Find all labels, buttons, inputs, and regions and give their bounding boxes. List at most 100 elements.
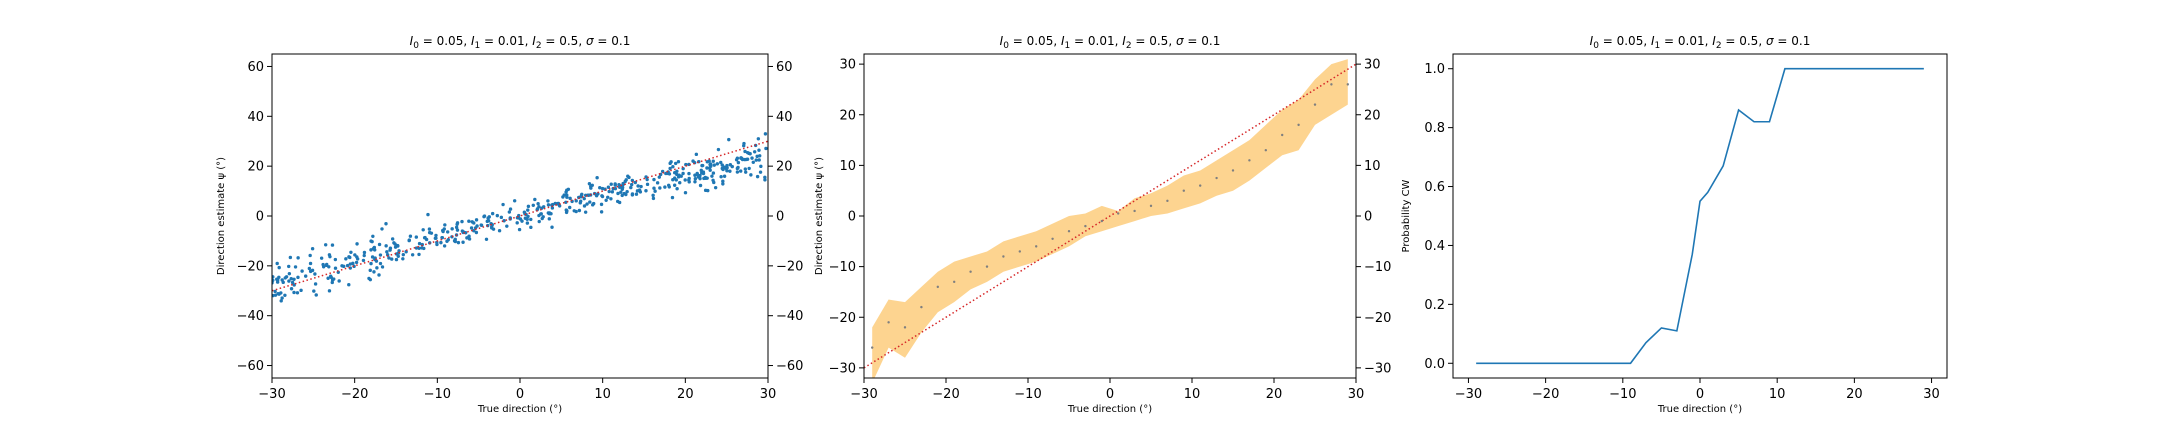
scatter-point — [663, 185, 667, 189]
scatter-point — [401, 252, 406, 257]
scatter-point — [617, 200, 622, 205]
scatter-point — [675, 187, 679, 191]
scatter-point — [348, 262, 353, 266]
scatter-point — [652, 177, 656, 182]
scatter-point — [735, 170, 740, 174]
scatter-point — [645, 182, 650, 187]
x-tick-label: 20 — [1266, 387, 1283, 402]
mean-point — [1182, 189, 1186, 192]
scatter-point — [272, 293, 275, 298]
y-tick-label: 40 — [247, 110, 264, 125]
scatter-point — [526, 208, 530, 212]
scatter-point — [308, 253, 312, 258]
scatter-point — [369, 239, 373, 243]
scatter-point — [687, 171, 691, 176]
x-tick-label: −10 — [1609, 387, 1636, 402]
scatter-point — [401, 257, 405, 261]
scatter-point — [638, 190, 643, 194]
y-tick-label: 0.8 — [1424, 121, 1445, 136]
scatter-point — [369, 261, 373, 266]
scatter-point — [332, 277, 336, 281]
y-axis-label: Direction estimate ψ (°) — [814, 157, 825, 275]
scatter-point — [330, 243, 335, 247]
scatter-point — [330, 280, 334, 285]
scatter-point — [292, 277, 296, 281]
scatter-point — [354, 260, 359, 265]
scatter-point — [292, 283, 296, 287]
scatter-point — [744, 170, 748, 174]
scatter-point — [759, 164, 763, 169]
right-y-tick-label: 20 — [776, 160, 793, 175]
scatter-point — [426, 212, 430, 217]
scatter-point — [439, 240, 443, 245]
x-tick-label: −10 — [1014, 387, 1041, 402]
scatter-point — [434, 236, 438, 240]
x-tick-label: 0 — [516, 387, 524, 402]
scatter-point — [750, 156, 754, 160]
plot-probability: I0 = 0.05, I1 = 0.01, I2 = 0.5, σ = 0.1 −… — [1401, 34, 1948, 415]
scatter-point — [349, 250, 353, 255]
scatter-point — [337, 279, 341, 283]
mean-point — [1248, 159, 1251, 162]
scatter-point — [474, 230, 479, 235]
scatter-point — [701, 163, 705, 168]
scatter-point — [600, 186, 605, 191]
scatter-point — [445, 230, 450, 234]
scatter-point — [754, 158, 758, 162]
scatter-points — [272, 132, 768, 303]
scatter-point — [587, 193, 591, 197]
scatter-point — [280, 296, 284, 300]
scatter-point — [705, 166, 709, 170]
scatter-point — [292, 290, 296, 295]
scatter-point — [713, 185, 718, 190]
scatter-point — [384, 222, 388, 226]
scatter-point — [620, 193, 624, 198]
scatter-point — [681, 171, 685, 176]
scatter-point — [675, 169, 679, 174]
scatter-point — [347, 282, 351, 287]
scatter-point — [764, 146, 768, 151]
right-y-tick-label: 0 — [776, 210, 784, 225]
scatter-point — [440, 235, 445, 240]
scatter-point — [452, 239, 457, 243]
scatter-point — [380, 265, 385, 269]
scatter-point — [377, 273, 381, 277]
scatter-point — [273, 289, 277, 294]
scatter-point — [327, 289, 332, 293]
scatter-point — [683, 191, 688, 195]
y-tick-label: −10 — [829, 260, 856, 275]
scatter-point — [450, 227, 454, 231]
scatter-point — [708, 168, 712, 172]
x-tick-label: 0 — [1696, 387, 1704, 402]
scatter-point — [380, 227, 384, 231]
chart-title: I0 = 0.05, I1 = 0.01, I2 = 0.5, σ = 0.1 — [410, 34, 631, 51]
mean-point — [936, 285, 939, 289]
scatter-point — [526, 204, 531, 209]
right-y-tick-label: 20 — [1364, 108, 1381, 123]
scatter-point — [677, 173, 681, 177]
scatter-point — [583, 210, 588, 214]
mean-point — [1018, 250, 1021, 253]
scatter-point — [326, 276, 330, 280]
scatter-point — [645, 177, 649, 182]
scatter-point — [446, 238, 450, 242]
chart-title: I0 = 0.05, I1 = 0.01, I2 = 0.5, σ = 0.1 — [1590, 34, 1811, 51]
scatter-point — [725, 166, 729, 170]
right-y-tick-label: −40 — [776, 309, 803, 324]
scatter-point — [668, 166, 672, 171]
scatter-point — [517, 227, 522, 232]
scatter-point — [743, 157, 747, 162]
scatter-point — [441, 229, 445, 234]
scatter-point — [303, 274, 308, 278]
y-axis-label: Direction estimate ψ (°) — [216, 157, 227, 275]
scatter-point — [279, 291, 283, 295]
scatter-point — [385, 250, 389, 254]
x-tick-label: −30 — [258, 387, 285, 402]
x-tick-label: −10 — [424, 387, 451, 402]
scatter-point — [763, 132, 768, 136]
axes-frame — [1452, 53, 1948, 379]
y-tick-label: 30 — [839, 58, 856, 73]
scatter-point — [609, 182, 613, 186]
scatter-point — [361, 258, 366, 263]
mean-point — [1313, 103, 1317, 106]
